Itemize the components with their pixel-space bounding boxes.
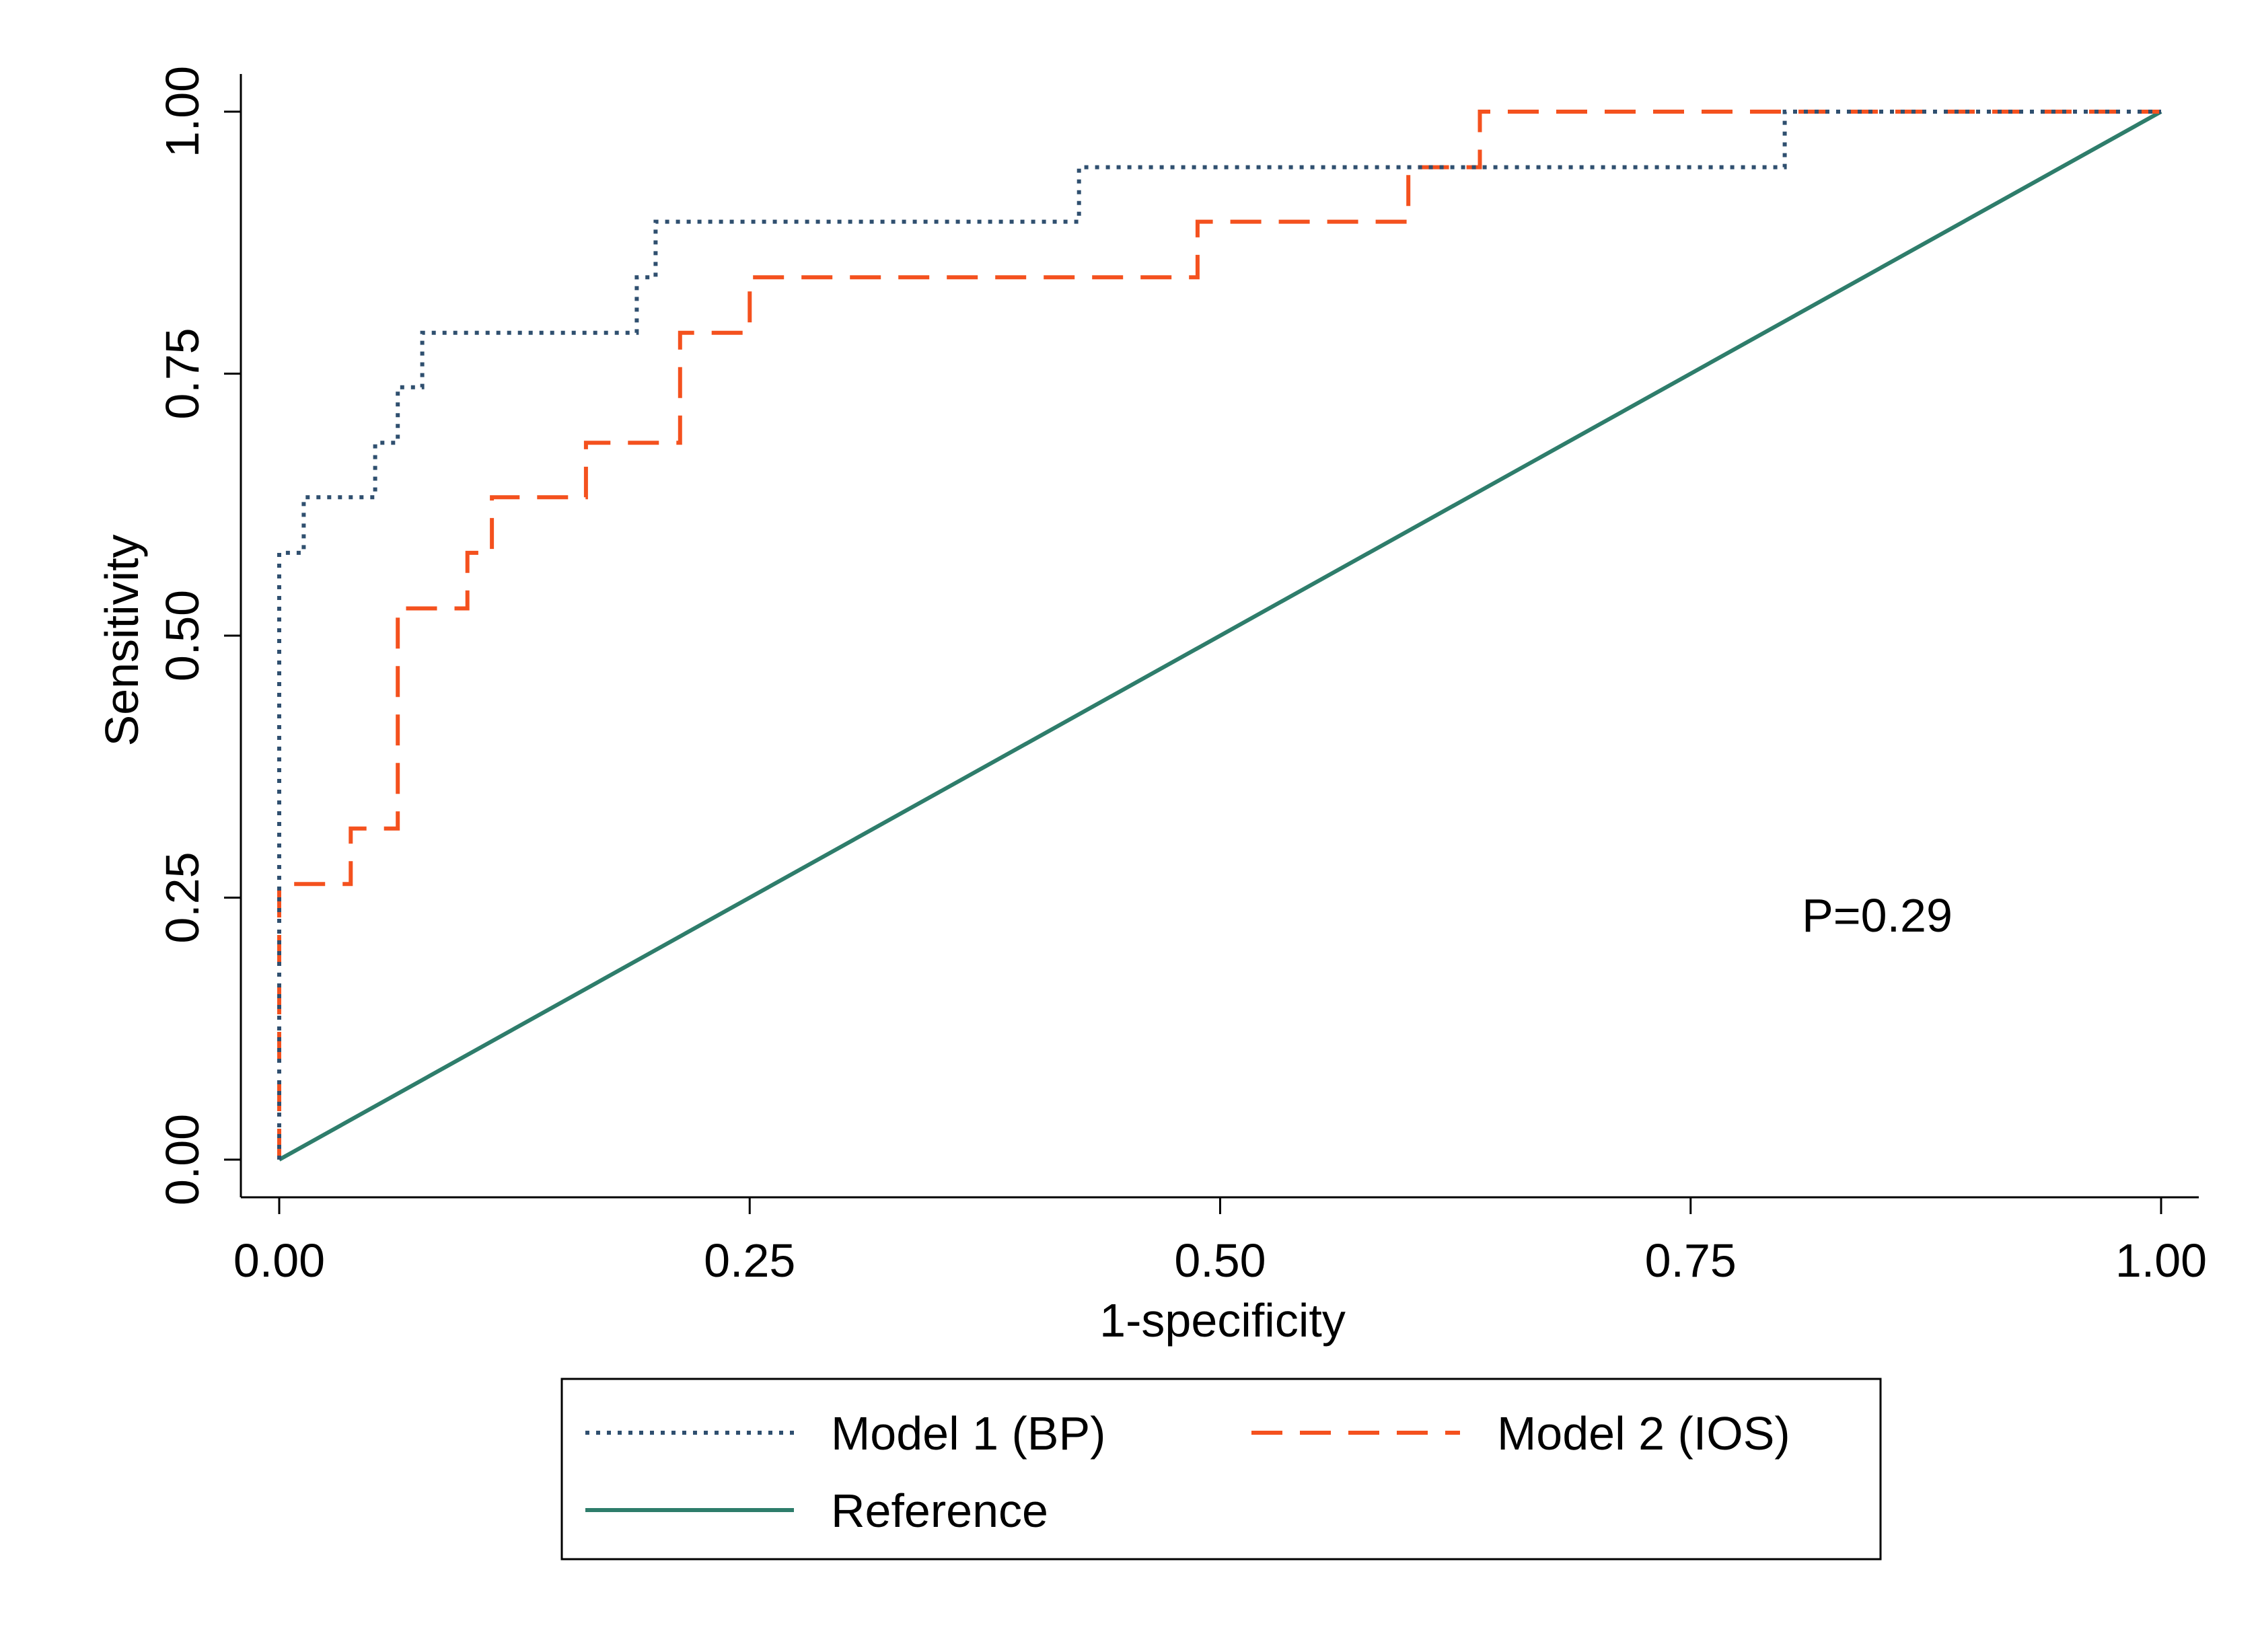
- x-tick-label-1: 0.25: [704, 1234, 795, 1287]
- p-value-annotation: P=0.29: [1802, 889, 1953, 942]
- legend-box: [560, 1378, 1882, 1561]
- y-tick-label-3: 0.75: [156, 328, 209, 419]
- y-tick-label-4: 1.00: [156, 66, 209, 157]
- x-tick-label-0: 0.00: [233, 1234, 325, 1287]
- y-axis-title: Sensitivity: [96, 534, 148, 746]
- legend: Model 1 (BP) Model 2 (IOS) Reference: [560, 1378, 1882, 1561]
- y-tick-label-0: 0.00: [156, 1114, 209, 1205]
- x-axis-title: 1-specificity: [1099, 1294, 1346, 1347]
- axes-layer: 0.00 0.25 0.50 0.75 1.00 0.00 0.25 0.50 0.75 1.00: [156, 66, 2207, 1287]
- legend-label-model-2: Model 2 (IOS): [1497, 1407, 1790, 1460]
- legend-label-reference: Reference: [831, 1485, 1048, 1537]
- series-line-model-1-bp: [277, 110, 2161, 1160]
- y-tick-label-2: 0.50: [156, 590, 209, 681]
- series-line-model-2-ios: [277, 110, 2161, 1160]
- series-line-reference: [278, 110, 2162, 1162]
- x-tick-label-3: 0.75: [1645, 1234, 1737, 1287]
- x-tick-label-4: 1.00: [2115, 1234, 2207, 1287]
- y-tick-label-1: 0.25: [156, 852, 209, 943]
- series-layer: [277, 110, 2162, 1162]
- legend-label-model-1: Model 1 (BP): [831, 1407, 1105, 1460]
- x-tick-label-2: 0.50: [1174, 1234, 1266, 1287]
